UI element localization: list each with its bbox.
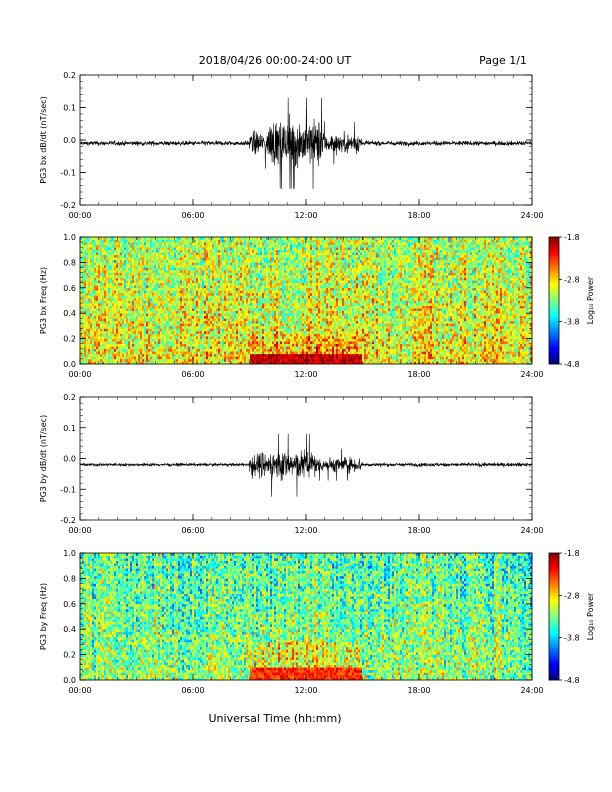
y-tick-label: 0.2	[63, 393, 76, 402]
y-tick-label: 0.2	[63, 651, 76, 660]
y-tick-label: -0.2	[60, 516, 76, 525]
x-tick-label: 12:00	[294, 211, 317, 220]
colorbar-tick-label: -2.8	[564, 591, 580, 600]
y-tick-label: 0.1	[63, 104, 76, 113]
y-tick-label: 0.1	[63, 424, 76, 433]
panel-2: -1.8 -2.8 -3.8 -4.8 Log₁₀ Power 1.0 0.8 0.6 0.4 0…	[39, 233, 595, 379]
spectrogram-cells	[80, 553, 532, 680]
x-tick-label: 18:00	[407, 526, 430, 535]
y-tick-label: -0.1	[60, 169, 76, 178]
colorbar: -1.8 -2.8 -3.8 -4.8 Log₁₀ Power	[549, 233, 595, 369]
x-tick-label: 00:00	[68, 211, 91, 220]
y-tick-label: 0.0	[63, 455, 76, 464]
y-tick-label: -0.1	[60, 485, 76, 494]
panels: 0.20.10.0-0.1-0.200:00 06:00 12:00 18:00 24:…	[39, 71, 595, 695]
x-tick-label: 12:00	[294, 686, 317, 695]
y-axis-label: PG3 bx dB/dt (nT/sec)	[39, 96, 48, 183]
y-tick-label: -0.2	[60, 201, 76, 210]
waveform-series	[80, 434, 532, 497]
waveform-series	[80, 98, 532, 189]
y-tick-label: 0.0	[63, 360, 76, 369]
figure-title: 2018/04/26 00:00-24:00 UT	[199, 54, 352, 67]
y-tick-label: 0.4	[63, 625, 76, 634]
panel-4: -1.8 -2.8 -3.8 -4.8 Log₁₀ Power 1.0 0.8 0.6 0.4 0…	[39, 549, 595, 695]
x-tick-label: 24:00	[520, 211, 543, 220]
x-tick-label: 18:00	[407, 211, 430, 220]
colorbar-tick-label: -3.8	[564, 318, 580, 327]
colorbar-tick-label: -2.8	[564, 275, 580, 284]
x-tick-label: 00:00	[68, 686, 91, 695]
y-tick-label: 0.6	[63, 600, 76, 609]
y-tick-label: 0.0	[63, 136, 76, 145]
panel-3: 0.2 0.1 0.0 -0.1 -0.200:00 06:00 12:00 18:00 24:…	[39, 393, 544, 535]
y-tick-label: 0.0	[63, 676, 76, 685]
y-tick-label: 1.0	[63, 233, 76, 242]
x-tick-label: 00:00	[68, 370, 91, 379]
x-tick-label: 24:00	[520, 686, 543, 695]
y-axis-label: PG3 by dB/dt (nT/sec)	[39, 415, 48, 502]
y-tick-label: 0.8	[63, 258, 76, 267]
y-tick-label: 0.2	[63, 71, 76, 80]
colorbar: -1.8 -2.8 -3.8 -4.8 Log₁₀ Power	[549, 549, 595, 685]
colorbar-label: Log₁₀ Power	[586, 276, 595, 324]
x-tick-label: 18:00	[407, 370, 430, 379]
y-tick-label: 0.2	[63, 335, 76, 344]
colorbar-tick-label: -1.8	[564, 549, 580, 558]
colorbar-tick-label: -3.8	[564, 634, 580, 643]
colorbar-label: Log₁₀ Power	[586, 592, 595, 640]
y-axis-label: PG3 by Freq (Hz)	[39, 583, 48, 650]
x-tick-label: 18:00	[407, 686, 430, 695]
colorbar-tick-label: -4.8	[564, 676, 580, 685]
y-tick-label: 0.8	[63, 574, 76, 583]
y-axis-label: PG3 bx Freq (Hz)	[39, 267, 48, 334]
colorbar-tick-label: -4.8	[564, 360, 580, 369]
x-tick-label: 24:00	[520, 370, 543, 379]
x-tick-label: 06:00	[181, 370, 204, 379]
x-tick-label: 12:00	[294, 526, 317, 535]
page-indicator: Page 1/1	[479, 54, 527, 67]
x-tick-label: 06:00	[181, 526, 204, 535]
x-tick-label: 00:00	[68, 526, 91, 535]
y-tick-label: 0.6	[63, 284, 76, 293]
x-tick-label: 24:00	[520, 526, 543, 535]
spectrogram-cells	[80, 237, 532, 364]
panel-1: 0.2 0.1 0.0 -0.1 -0.200:00 06:00 12:00 18:00 24:…	[39, 71, 544, 220]
y-tick-label: 1.0	[63, 549, 76, 558]
x-axis-label: Universal Time (hh:mm)	[209, 712, 342, 725]
x-tick-label: 12:00	[294, 370, 317, 379]
y-tick-label: 0.4	[63, 309, 76, 318]
colorbar-tick-label: -1.8	[564, 233, 580, 242]
x-tick-label: 06:00	[181, 211, 204, 220]
x-tick-label: 06:00	[181, 686, 204, 695]
